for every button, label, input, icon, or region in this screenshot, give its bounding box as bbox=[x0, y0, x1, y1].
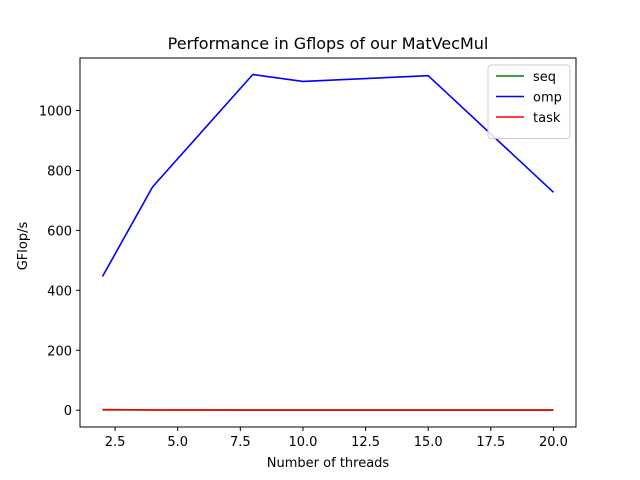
x-tick-label: 10.0 bbox=[288, 435, 317, 450]
x-tick-label: 2.5 bbox=[105, 435, 126, 450]
legend-label-seq: seq bbox=[533, 70, 556, 85]
y-tick-label: 1000 bbox=[39, 104, 72, 119]
legend: seq omp task bbox=[487, 64, 571, 139]
x-tick-label: 20.0 bbox=[539, 435, 568, 450]
x-tick-label: 5.0 bbox=[167, 435, 188, 450]
x-tick-label: 15.0 bbox=[414, 435, 443, 450]
y-tick-label: 400 bbox=[47, 284, 72, 299]
x-tick-label: 17.5 bbox=[476, 435, 505, 450]
y-tick-label: 800 bbox=[47, 164, 72, 179]
y-tick-label: 200 bbox=[47, 344, 72, 359]
x-tick-label: 12.5 bbox=[351, 435, 380, 450]
series-line-task bbox=[102, 408, 554, 412]
y-tick-label: 600 bbox=[47, 224, 72, 239]
x-axis-label: Number of threads bbox=[267, 456, 390, 471]
x-tick-label: 7.5 bbox=[230, 435, 251, 450]
legend-box bbox=[487, 64, 571, 139]
legend-label-task: task bbox=[533, 111, 561, 126]
legend-label-omp: omp bbox=[533, 91, 562, 106]
y-tick-label: 0 bbox=[64, 404, 72, 419]
chart-title: Performance in Gflops of our MatVecMul bbox=[168, 34, 489, 53]
plot-area: 2.5 5.0 7.5 10.0 12.5 15.0 17.5 20.0 0 200 400 600 8… bbox=[39, 57, 577, 450]
axes-frame bbox=[79, 57, 577, 428]
series-line-omp bbox=[101, 73, 555, 277]
y-axis-label: GFlop/s bbox=[16, 222, 31, 271]
